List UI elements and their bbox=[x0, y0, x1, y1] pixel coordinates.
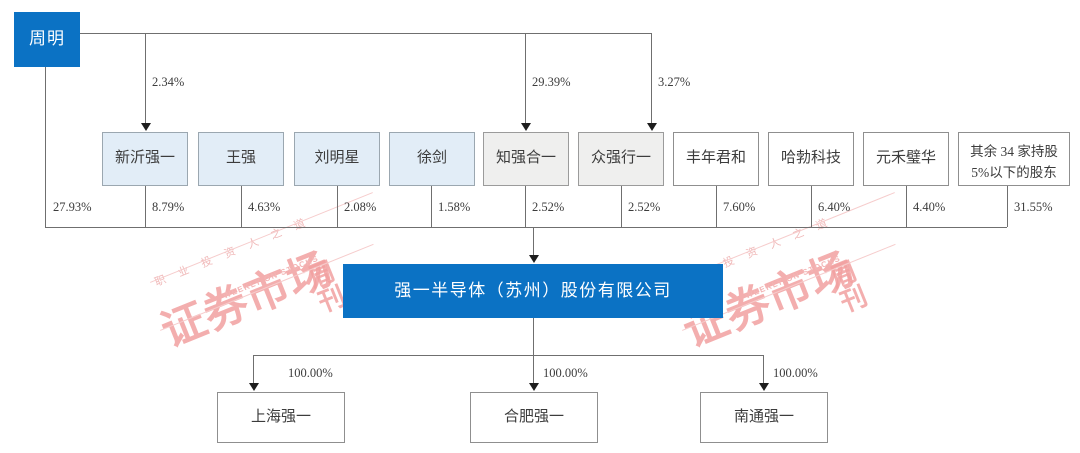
pct-shareholder-4: 1.58% bbox=[438, 200, 471, 214]
node-subsidiary-2[interactable]: 合肥强一 bbox=[470, 392, 598, 443]
company-feed-arrow bbox=[529, 255, 539, 263]
shareholder-drop-10 bbox=[1007, 186, 1008, 227]
node-shareholder-7[interactable]: 丰年君和 bbox=[673, 132, 759, 186]
node-shareholder-8[interactable]: 哈勃科技 bbox=[768, 132, 854, 186]
pct-shareholder-2: 4.63% bbox=[248, 200, 281, 214]
watermark-brand-tail-right: 周 刊 bbox=[826, 256, 872, 320]
node-shareholder-6[interactable]: 众强行一 bbox=[578, 132, 664, 186]
watermark-english-right: WEEKLY ON STOCKS bbox=[744, 253, 843, 301]
node-root-zhouming[interactable]: 周明 bbox=[14, 12, 80, 67]
subsidiary-stem bbox=[533, 318, 534, 355]
root-direct-drop bbox=[45, 67, 46, 227]
subsidiary-drop-1 bbox=[253, 355, 254, 385]
root-drop-zhongqiang bbox=[651, 33, 652, 123]
node-shareholder-1[interactable]: 新沂强一 bbox=[102, 132, 188, 186]
pct-shareholder-6: 2.52% bbox=[628, 200, 661, 214]
node-shareholder-3[interactable]: 刘明星 bbox=[294, 132, 380, 186]
pct-shareholder-3: 2.08% bbox=[344, 200, 377, 214]
node-shareholder-10-line2: 5%以下的股东 bbox=[971, 164, 1057, 180]
node-shareholder-10[interactable]: 其余 34 家持股 5%以下的股东 bbox=[958, 132, 1070, 186]
watermark-left: 证券市场 bbox=[150, 233, 341, 360]
subsidiary-arrow-1 bbox=[249, 383, 259, 391]
subsidiary-arrow-2 bbox=[529, 383, 539, 391]
pct-subsidiary-3: 100.00% bbox=[773, 366, 818, 380]
pct-shareholder-8: 6.40% bbox=[818, 200, 851, 214]
root-arrow-zhiqiang bbox=[521, 123, 531, 131]
node-shareholder-4[interactable]: 徐剑 bbox=[389, 132, 475, 186]
node-shareholder-5[interactable]: 知强合一 bbox=[483, 132, 569, 186]
pct-shareholder-5: 2.52% bbox=[532, 200, 565, 214]
shareholder-drop-2 bbox=[241, 186, 242, 227]
node-shareholder-2[interactable]: 王强 bbox=[198, 132, 284, 186]
watermark-english-left: WEEKLY ON STOCKS bbox=[222, 253, 321, 301]
shareholder-drop-4 bbox=[431, 186, 432, 227]
pct-shareholder-1: 8.79% bbox=[152, 200, 185, 214]
shareholder-drop-9 bbox=[906, 186, 907, 227]
shareholder-drop-3 bbox=[337, 186, 338, 227]
pct-root-to-zhiqiang: 29.39% bbox=[532, 75, 571, 89]
root-arrow-xinyi bbox=[141, 123, 151, 131]
node-subsidiary-3[interactable]: 南通强一 bbox=[700, 392, 828, 443]
subsidiary-bus-horizontal bbox=[253, 355, 763, 356]
shareholder-drop-5 bbox=[525, 186, 526, 227]
shareholder-drop-7 bbox=[716, 186, 717, 227]
watermark-brand-left: 证券市场 bbox=[154, 242, 341, 358]
root-drop-xinyi bbox=[145, 33, 146, 123]
watermark-slogan-left: 职业投资人之道 bbox=[152, 211, 320, 289]
shareholder-drop-8 bbox=[811, 186, 812, 227]
watermark-kan-right: 刊 bbox=[836, 281, 872, 320]
watermark-zhou-right: 周 bbox=[826, 256, 862, 294]
node-shareholder-10-line1: 其余 34 家持股 bbox=[970, 144, 1058, 159]
pct-root-direct: 27.93% bbox=[53, 200, 92, 214]
node-company[interactable]: 强一半导体（苏州）股份有限公司 bbox=[343, 264, 723, 318]
shareholder-drop-6 bbox=[621, 186, 622, 227]
pct-subsidiary-2: 100.00% bbox=[543, 366, 588, 380]
pct-root-to-xinyi: 2.34% bbox=[152, 75, 185, 89]
root-drop-zhiqiang bbox=[525, 33, 526, 123]
subsidiary-drop-3 bbox=[763, 355, 764, 385]
root-bus-horizontal bbox=[79, 33, 651, 34]
pct-shareholder-10: 31.55% bbox=[1014, 200, 1053, 214]
node-subsidiary-1[interactable]: 上海强一 bbox=[217, 392, 345, 443]
pct-root-to-zhongqiang: 3.27% bbox=[658, 75, 691, 89]
watermark-zhou-left: 周 bbox=[304, 256, 340, 294]
shareholder-drop-1 bbox=[145, 186, 146, 227]
shareholder-bus-horizontal bbox=[45, 227, 1007, 228]
pct-subsidiary-1: 100.00% bbox=[288, 366, 333, 380]
subsidiary-arrow-3 bbox=[759, 383, 769, 391]
root-arrow-zhongqiang bbox=[647, 123, 657, 131]
node-shareholder-9[interactable]: 元禾璧华 bbox=[863, 132, 949, 186]
watermark-rule-left-bottom bbox=[160, 243, 374, 331]
company-feed-line bbox=[533, 227, 534, 257]
pct-shareholder-9: 4.40% bbox=[913, 200, 946, 214]
subsidiary-drop-2 bbox=[533, 355, 534, 385]
pct-shareholder-7: 7.60% bbox=[723, 200, 756, 214]
